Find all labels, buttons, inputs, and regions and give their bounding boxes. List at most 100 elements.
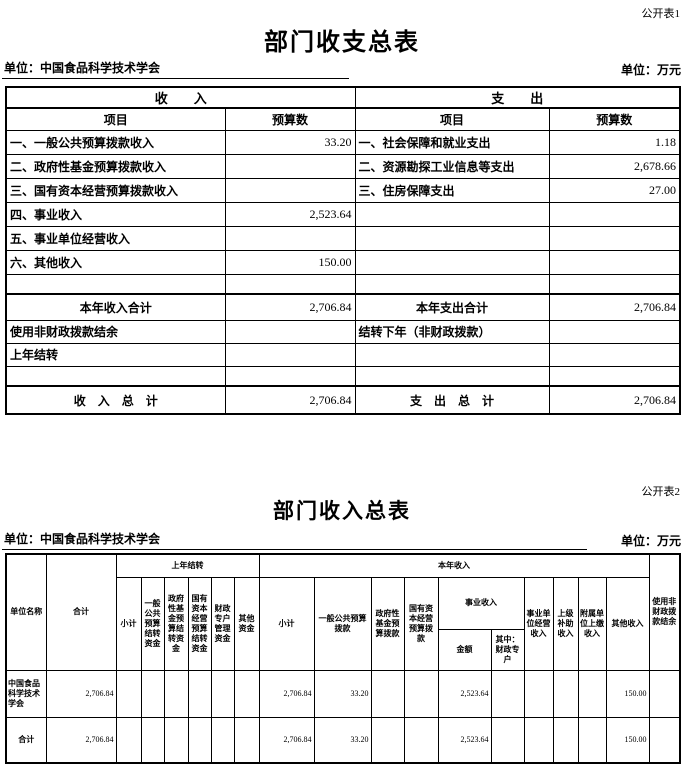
carry-subtotal-cell [115, 716, 142, 764]
revenue-expenditure-summary-table: 收 入 支 出 项目 预算数 项目 预算数 一、一般公共预算拨款收入 33.20… [5, 86, 682, 415]
annual-total-row: 本年收入合计 2,706.84 本年支出合计 2,706.84 [5, 293, 681, 321]
income-group-header: 收 入 [5, 86, 356, 109]
total-cell: 2,706.84 [45, 716, 117, 764]
service-fiscal-cell [490, 669, 525, 718]
higher-subsidy-cell [552, 716, 579, 764]
empty-row [5, 365, 681, 387]
table1-title: 部门收支总表 [264, 30, 420, 56]
carry-gov-fund-header: 政府性基金预算结转资金 [163, 576, 189, 671]
nonfiscal-balance-label: 使用非财政拨款结余 [5, 319, 226, 344]
service-income-fiscal-account-header: 其中：财政专户 [490, 628, 525, 671]
carry-other-funds-header: 其他资金 [233, 576, 260, 671]
total-cell: 2,706.84 [45, 669, 117, 718]
empty-cell [224, 273, 356, 295]
nonfiscal-balance-value [224, 319, 356, 344]
carry-fiscal-account-cell [210, 716, 235, 764]
carry-general-cell [140, 669, 165, 718]
income-item-cell: 四、事业收入 [5, 201, 226, 227]
table1-unit-of-measure: 单位：万元 [620, 63, 681, 77]
income-gov-fund-cell [370, 669, 405, 718]
service-amount-cell: 2,523.64 [437, 716, 492, 764]
carry-general-budget-header: 一般公共预算结转资金 [140, 576, 165, 671]
income-general-budget-header: 一般公共预算拨款 [313, 576, 372, 671]
income-grand-total-label: 收 入 总 计 [5, 385, 226, 415]
income-item-cell: 三、国有资本经营预算拨款收入 [5, 177, 226, 203]
expense-value-cell: 1.18 [548, 129, 681, 155]
income-item-cell: 六、其他收入 [5, 249, 226, 275]
income-value-cell: 150.00 [224, 249, 356, 275]
empty-row [5, 273, 681, 295]
table1-column-header-row: 项目 预算数 项目 预算数 [5, 107, 681, 131]
carryover-group-header: 上年结转 [115, 553, 260, 578]
other-income-cell: 150.00 [605, 716, 650, 764]
annual-income-total-value: 2,706.84 [224, 293, 356, 321]
income-value-cell [224, 225, 356, 251]
operating-income-header: 事业单位经营收入 [523, 576, 554, 671]
table2-title: 部门收入总表 [273, 499, 411, 523]
expense-item-cell: 二、资源勘探工业信息等支出 [354, 153, 550, 179]
expense-item-cell: 一、社会保障和就业支出 [354, 129, 550, 155]
expense-value-cell [548, 201, 681, 227]
income-state-capital-cell [403, 716, 439, 764]
sheet1-label: 公开表1 [641, 8, 681, 20]
income-item-header: 项目 [5, 107, 226, 131]
other-income-cell: 150.00 [605, 669, 650, 718]
empty-cell [354, 342, 550, 367]
table-row: 四、事业收入 2,523.64 [5, 201, 681, 227]
table2-header-row-2: 小计 一般公共预算结转资金 政府性基金预算结转资金 国有资本经营预算结转资金 财… [6, 576, 680, 671]
empty-cell [548, 365, 681, 387]
grand-total-row: 收 入 总 计 2,706.84 支 出 总 计 2,706.84 [5, 385, 681, 415]
carry-state-capital-header: 国有资本经营预算结转资金 [187, 576, 212, 671]
table-row: 一、一般公共预算拨款收入 33.20 一、社会保障和就业支出 1.18 [5, 129, 681, 155]
expense-value-cell [548, 225, 681, 251]
nonfiscal-balance-cell [648, 716, 681, 764]
carryover-next-year-value [548, 319, 681, 344]
nonfiscal-balance-cell [648, 669, 681, 718]
service-amount-cell: 2,523.64 [437, 669, 492, 718]
service-fiscal-cell [490, 716, 525, 764]
current-year-income-group-header: 本年收入 [258, 553, 650, 578]
prior-year-carryover-row: 上年结转 [5, 342, 681, 367]
income-grand-total-value: 2,706.84 [224, 385, 356, 415]
affiliate-remittance-income-header: 附属单位上缴收入 [577, 576, 607, 671]
table1-unit-name: 单位：中国食品科学技术学会 [2, 59, 349, 79]
nonfiscal-balance-row: 使用非财政拨款结余 结转下年（非财政拨款） [5, 319, 681, 344]
annual-expense-total-value: 2,706.84 [548, 293, 681, 321]
table2-unit-name: 单位：中国食品科学技术学会 [2, 530, 587, 550]
affiliate-remittance-cell [577, 716, 607, 764]
carry-other-cell [233, 716, 260, 764]
service-income-group-header: 事业收入 [437, 576, 525, 630]
affiliate-remittance-cell [577, 669, 607, 718]
table-row: 五、事业单位经营收入 [5, 225, 681, 251]
other-income-header: 其他收入 [605, 576, 650, 671]
income-state-capital-header: 国有资本经营预算拨款 [403, 576, 439, 671]
income-summary-table: 单位名称 合计 上年结转 本年收入 使用非财政拨款结余 小计 一般公共预算结转资… [5, 553, 682, 764]
carry-fiscal-account-header: 财政专户管理资金 [210, 576, 235, 671]
expense-group-header: 支 出 [354, 86, 681, 109]
carry-fiscal-account-cell [210, 669, 235, 718]
table1-group-header-row: 收 入 支 出 [5, 86, 681, 109]
income-value-cell [224, 153, 356, 179]
table-row: 六、其他收入 150.00 [5, 249, 681, 275]
empty-cell [224, 365, 356, 387]
income-gov-fund-cell [370, 716, 405, 764]
annual-income-total-label: 本年收入合计 [5, 293, 226, 321]
income-state-capital-cell [403, 669, 439, 718]
income-value-cell: 2,523.64 [224, 201, 356, 227]
carry-state-capital-cell [187, 669, 212, 718]
income-value-cell [224, 177, 356, 203]
empty-cell [354, 273, 550, 295]
total-header: 合计 [45, 553, 117, 671]
carryover-next-year-label: 结转下年（非财政拨款） [354, 319, 550, 344]
income-value-cell: 33.20 [224, 129, 356, 155]
income-general-cell: 33.20 [313, 716, 372, 764]
empty-cell [5, 365, 226, 387]
empty-cell [5, 273, 226, 295]
sheet2-label: 公开表2 [641, 486, 681, 498]
income-item-cell: 一、一般公共预算拨款收入 [5, 129, 226, 155]
income-subtotal-cell: 2,706.84 [258, 669, 315, 718]
expense-value-cell: 2,678.66 [548, 153, 681, 179]
nonfiscal-balance-header: 使用非财政拨款结余 [648, 553, 681, 671]
income-general-cell: 33.20 [313, 669, 372, 718]
